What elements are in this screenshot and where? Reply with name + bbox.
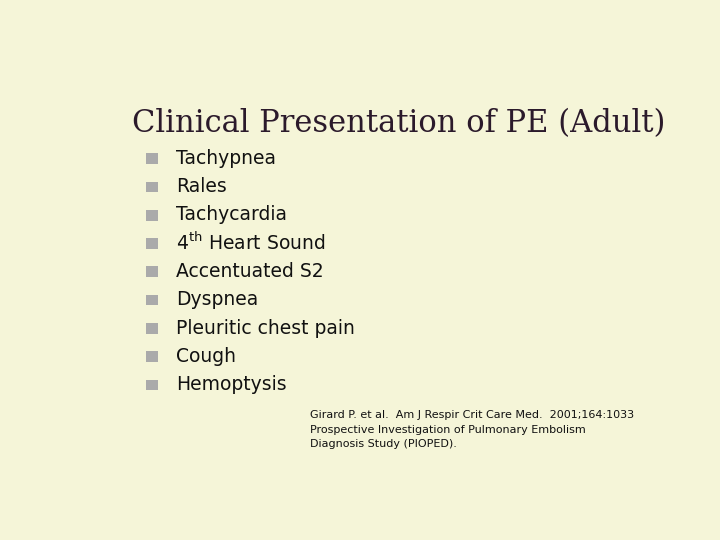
Text: Accentuated S2: Accentuated S2 bbox=[176, 262, 324, 281]
Text: Hemoptysis: Hemoptysis bbox=[176, 375, 287, 394]
Text: Cough: Cough bbox=[176, 347, 236, 366]
Bar bbox=[145, 181, 158, 192]
Text: Pleuritic chest pain: Pleuritic chest pain bbox=[176, 319, 356, 338]
Bar bbox=[145, 295, 158, 305]
Text: Tachycardia: Tachycardia bbox=[176, 205, 287, 225]
Text: $\mathregular{4}^{\mathregular{th}}$ Heart Sound: $\mathregular{4}^{\mathregular{th}}$ Hea… bbox=[176, 232, 326, 254]
Bar bbox=[145, 210, 158, 220]
Bar bbox=[145, 323, 158, 334]
Bar bbox=[145, 238, 158, 249]
Text: Rales: Rales bbox=[176, 177, 228, 196]
Text: Clinical Presentation of PE (Adult): Clinical Presentation of PE (Adult) bbox=[132, 109, 665, 139]
Bar bbox=[145, 153, 158, 164]
Text: Girard P. et al.  Am J Respir Crit Care Med.  2001;164:1033
Prospective Investig: Girard P. et al. Am J Respir Crit Care M… bbox=[310, 410, 634, 449]
Bar bbox=[145, 266, 158, 277]
Text: Dyspnea: Dyspnea bbox=[176, 290, 258, 309]
Text: Tachypnea: Tachypnea bbox=[176, 149, 276, 168]
Bar bbox=[145, 352, 158, 362]
Bar bbox=[145, 380, 158, 390]
